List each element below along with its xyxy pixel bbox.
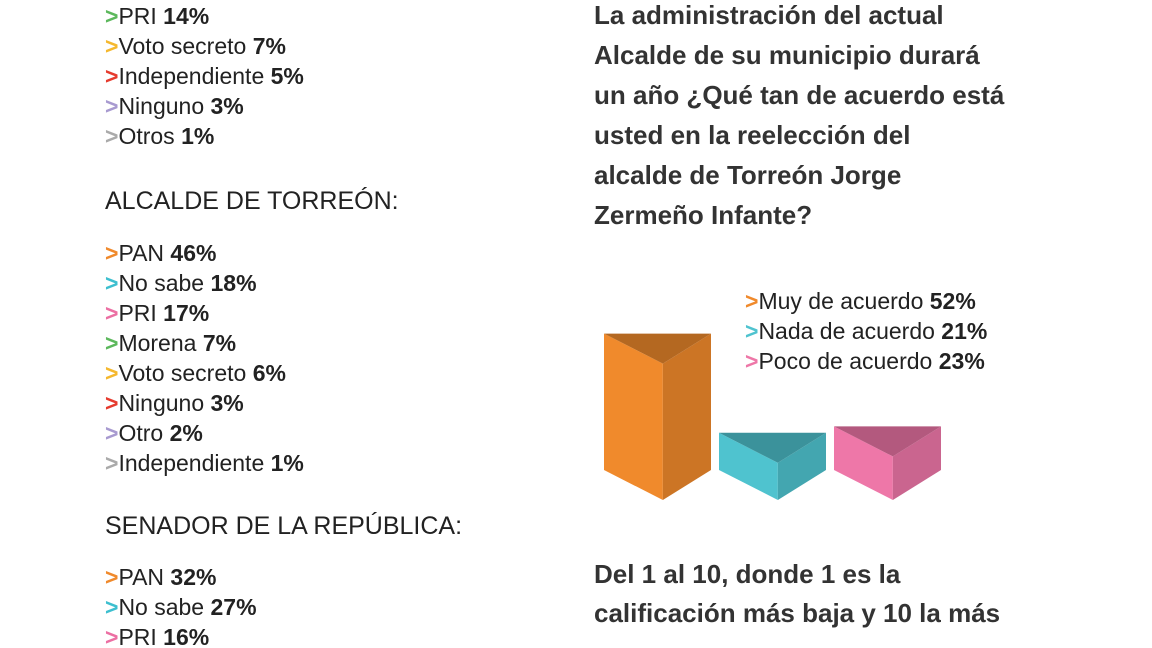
arrow: >: [105, 93, 119, 119]
list-item: >Otro 2%: [105, 422, 203, 445]
value: 18%: [210, 270, 257, 296]
value: 1%: [181, 123, 215, 149]
value: 3%: [210, 93, 244, 119]
arrow: >: [745, 288, 759, 314]
list-item: >Otros 1%: [105, 125, 214, 148]
arrow: >: [745, 318, 759, 344]
question-line: un año ¿Qué tan de acuerdo está: [594, 80, 1005, 110]
label: Voto secreto: [118, 33, 247, 59]
label: No sabe: [118, 594, 205, 620]
bar: [719, 432, 778, 500]
list-item: >Independiente 5%: [105, 65, 304, 88]
arrow: >: [745, 348, 759, 374]
bar: [719, 432, 826, 463]
value: 27%: [210, 594, 257, 620]
value: 23%: [938, 348, 985, 374]
label: PAN: [118, 240, 165, 266]
question-line: calificación más baja y 10 la más: [594, 598, 1001, 628]
bar: [604, 333, 711, 364]
list-item: >PAN 32%: [105, 566, 216, 589]
list-item: >No sabe 27%: [105, 596, 257, 619]
list-item: >Morena 7%: [105, 332, 236, 355]
arrow: >: [105, 624, 119, 648]
list-item: >Ninguno 3%: [105, 392, 244, 415]
arrow: >: [105, 3, 119, 29]
label: PRI: [118, 3, 157, 29]
section-title: ALCALDE DE TORREÓN:: [105, 187, 399, 215]
label: Ninguno: [118, 93, 205, 119]
label: Ninguno: [118, 390, 205, 416]
arrow: >: [105, 450, 119, 476]
question-line: Alcalde de su municipio durará: [594, 40, 980, 70]
label: Otro: [118, 420, 164, 446]
bar: [662, 333, 711, 500]
value: 1%: [270, 450, 304, 476]
bar: [834, 426, 941, 457]
label: PRI: [118, 300, 157, 326]
list-item: >Ninguno 3%: [105, 95, 244, 118]
value: 7%: [252, 33, 286, 59]
list-item: >PRI 16%: [105, 626, 209, 648]
value: 5%: [270, 63, 304, 89]
legend-entry: >Muy de acuerdo 52%: [745, 290, 976, 313]
list-item: >Voto secreto 7%: [105, 35, 286, 58]
label: Independiente: [118, 63, 265, 89]
legend-entry: >Nada de acuerdo 21%: [745, 320, 987, 343]
label: Independiente: [118, 450, 265, 476]
arrow: >: [105, 123, 119, 149]
value: 7%: [202, 330, 237, 356]
question-line: Del 1 al 10, donde 1 es la: [594, 559, 901, 589]
label: Voto secreto: [118, 360, 247, 386]
value: 21%: [941, 318, 988, 344]
label: Poco de acuerdo: [758, 348, 933, 374]
list-item: >PAN 46%: [105, 242, 216, 265]
value: 17%: [163, 300, 210, 326]
list-item: >PRI 17%: [105, 302, 209, 325]
label: Muy de acuerdo: [758, 288, 924, 314]
label: PAN: [118, 564, 165, 590]
value: 52%: [929, 288, 976, 314]
value: 6%: [252, 360, 286, 386]
question-line: La administración del actual: [594, 0, 944, 30]
arrow: >: [105, 420, 119, 446]
label: Otros: [118, 123, 175, 149]
list-item: >No sabe 18%: [105, 272, 257, 295]
question-line: alcalde de Torreón Jorge: [594, 160, 902, 190]
arrow: >: [105, 330, 119, 356]
list-item: >Independiente 1%: [105, 452, 304, 475]
label: No sabe: [118, 270, 205, 296]
question-line: Zermeño Infante?: [594, 200, 813, 230]
value: 46%: [170, 240, 217, 266]
bar: [892, 426, 941, 500]
arrow: >: [105, 63, 119, 89]
label: Morena: [118, 330, 197, 356]
arrow: >: [105, 390, 119, 416]
arrow: >: [105, 360, 119, 386]
legend-entry: >Poco de acuerdo 23%: [745, 350, 985, 373]
arrow: >: [105, 33, 119, 59]
label: Nada de acuerdo: [758, 318, 935, 344]
section-title: SENADOR DE LA REPÚBLICA:: [105, 512, 463, 540]
list-item: >PRI 14%: [105, 5, 209, 28]
arrow: >: [105, 270, 119, 296]
arrow: >: [105, 300, 119, 326]
arrow: >: [105, 564, 119, 590]
arrow: >: [105, 240, 119, 266]
value: 14%: [163, 3, 210, 29]
label: PRI: [118, 624, 157, 648]
arrow: >: [105, 594, 119, 620]
value: 3%: [210, 390, 244, 416]
bar: [777, 432, 826, 500]
bar: [604, 333, 663, 500]
list-item: >Voto secreto 6%: [105, 362, 286, 385]
value: 16%: [163, 624, 210, 648]
question-line: usted en la reelección del: [594, 120, 911, 150]
bar: [834, 426, 893, 500]
value: 2%: [169, 420, 203, 446]
value: 32%: [170, 564, 217, 590]
